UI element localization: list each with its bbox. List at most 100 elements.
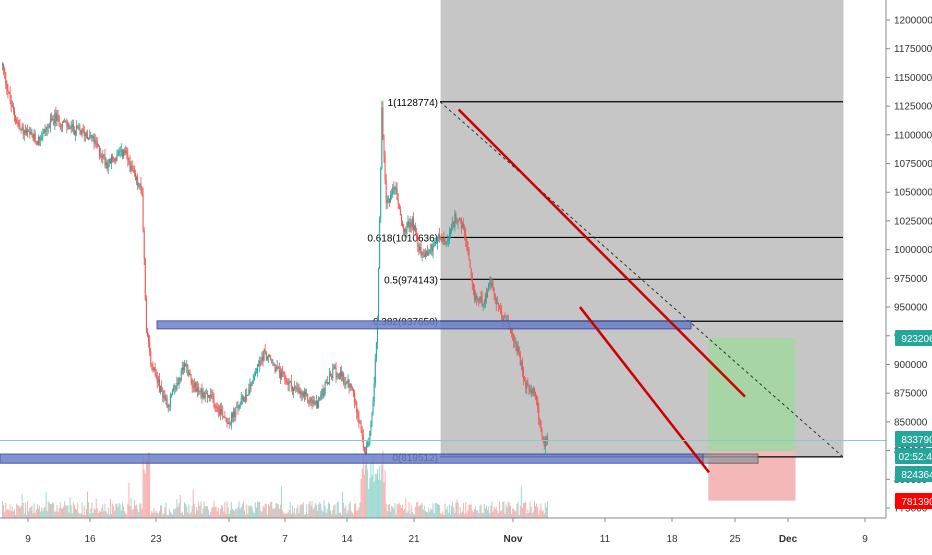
support-zone-extension [702, 453, 759, 464]
candle-body [461, 223, 463, 228]
volume-bar [438, 504, 439, 518]
y-axis-tick-label: 1175000 [894, 44, 932, 55]
candle-body [338, 373, 340, 379]
candle-body [20, 128, 22, 130]
candle-body [366, 445, 368, 454]
candle-body [453, 221, 455, 227]
candle-body [290, 381, 292, 387]
candle-body [311, 401, 313, 404]
volume-bar [53, 503, 55, 518]
volume-bar [77, 503, 79, 518]
volume-bar [187, 512, 189, 518]
candle-body [476, 295, 478, 300]
candle-body [315, 400, 317, 404]
volume-bar [34, 513, 36, 518]
volume-bar [3, 505, 5, 518]
volume-bar [277, 504, 279, 518]
volume-bar [163, 513, 165, 518]
volume-bar [539, 509, 541, 518]
candle-body [380, 168, 382, 220]
price-badge-bg [895, 466, 932, 482]
volume-bar [496, 510, 498, 518]
candle-body [296, 387, 298, 390]
volume-bar [285, 513, 287, 518]
candle-body [42, 133, 44, 137]
candle-body [94, 140, 96, 144]
volume-bar [5, 502, 7, 518]
candle-body [224, 417, 226, 419]
candle-body [131, 165, 133, 171]
volume-bar [93, 508, 95, 518]
volume-bar [139, 503, 141, 518]
candle-body [349, 384, 351, 388]
volume-bar [246, 504, 248, 518]
price-badge-label: 923206 [901, 334, 932, 345]
volume-bar [317, 511, 319, 518]
volume-bar [96, 508, 98, 518]
volume-bar [400, 507, 402, 518]
volume-bar [356, 510, 358, 518]
volume-bar [265, 504, 267, 518]
volume-bar [335, 514, 337, 518]
candle-body [56, 115, 58, 122]
volume-bar [21, 494, 23, 518]
volume-bar [76, 509, 78, 518]
candle-body [191, 378, 193, 387]
candle-body [51, 118, 53, 121]
volume-bar [71, 513, 73, 518]
volume-bar [406, 512, 408, 518]
volume-bar [31, 505, 33, 518]
candle-body [165, 398, 167, 400]
volume-bar [56, 505, 58, 518]
candle-body [70, 127, 72, 129]
candle-body [528, 385, 530, 389]
candle-body [185, 363, 187, 367]
candle-body [483, 301, 485, 304]
candle-body [204, 393, 206, 398]
x-axis[interactable]: 9 16 23 Oct 7 14 21 Nov 11 18 25 Dec 9 [0, 517, 886, 545]
candle-body [421, 252, 423, 256]
volume-bar [426, 511, 428, 518]
candle-body [479, 296, 481, 301]
candle-body [243, 400, 245, 402]
y-axis-tick-label: 975000 [894, 274, 928, 285]
volume-bar [116, 503, 118, 518]
volume-bar [361, 469, 363, 518]
volume-bar [75, 508, 77, 518]
candle-body [403, 226, 405, 233]
volume-bar [283, 512, 285, 518]
volume-bar [378, 479, 380, 518]
volume-bar [84, 514, 86, 518]
volume-bar [111, 513, 112, 518]
candle-body [27, 130, 29, 132]
volume-bar [417, 501, 419, 518]
volume-bar [306, 504, 308, 518]
candle-body [282, 370, 284, 373]
candle-body [215, 406, 217, 408]
volume-bar [383, 482, 385, 518]
volume-bar [414, 514, 416, 518]
candle-body [255, 372, 257, 374]
candle-body [460, 218, 462, 228]
volume-bar [189, 513, 191, 518]
x-axis-tick-label: 23 [150, 534, 162, 545]
volume-bar [11, 506, 13, 518]
candle-body [173, 388, 175, 391]
volume-bar [250, 505, 252, 518]
candle-body [286, 382, 288, 384]
volume-bar [126, 514, 128, 518]
candle-body [238, 407, 240, 409]
volume-bar [177, 506, 179, 518]
volume-bar [392, 506, 394, 518]
candle-body [358, 417, 360, 423]
candle-body [83, 130, 85, 137]
candle-body [43, 129, 45, 134]
candle-body [471, 275, 473, 284]
candle-body [339, 371, 341, 379]
candle-body [7, 90, 9, 93]
candle-body [291, 386, 293, 392]
candle-body [143, 230, 145, 259]
candle-body [44, 129, 46, 132]
candle-body [241, 396, 243, 399]
